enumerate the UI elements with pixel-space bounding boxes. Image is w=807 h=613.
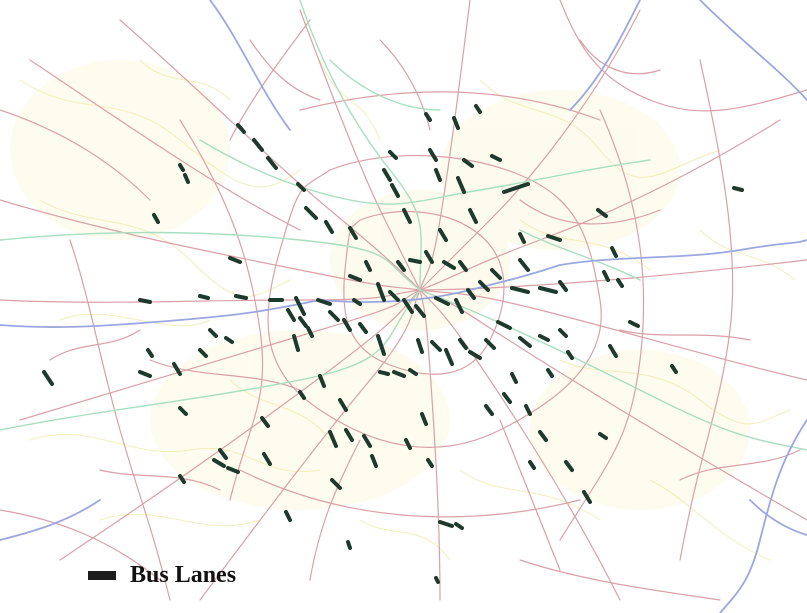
bus-lane-segment xyxy=(734,188,742,190)
bus-lane-segment xyxy=(185,175,188,182)
bus-lane-segment xyxy=(140,300,150,302)
bus-lane-segment xyxy=(236,296,246,298)
bus-lane-segment xyxy=(380,372,388,374)
bus-lane-segment xyxy=(180,165,183,170)
legend: Bus Lanes xyxy=(88,562,236,589)
bus-lane-segment xyxy=(436,578,438,582)
bus-lane-segment xyxy=(348,542,350,548)
bus-lane-legend-swatch xyxy=(88,571,116,580)
legend-label: Bus Lanes xyxy=(130,562,236,589)
bus-lane-segment xyxy=(410,260,420,262)
bus-lane-segment xyxy=(200,296,208,298)
